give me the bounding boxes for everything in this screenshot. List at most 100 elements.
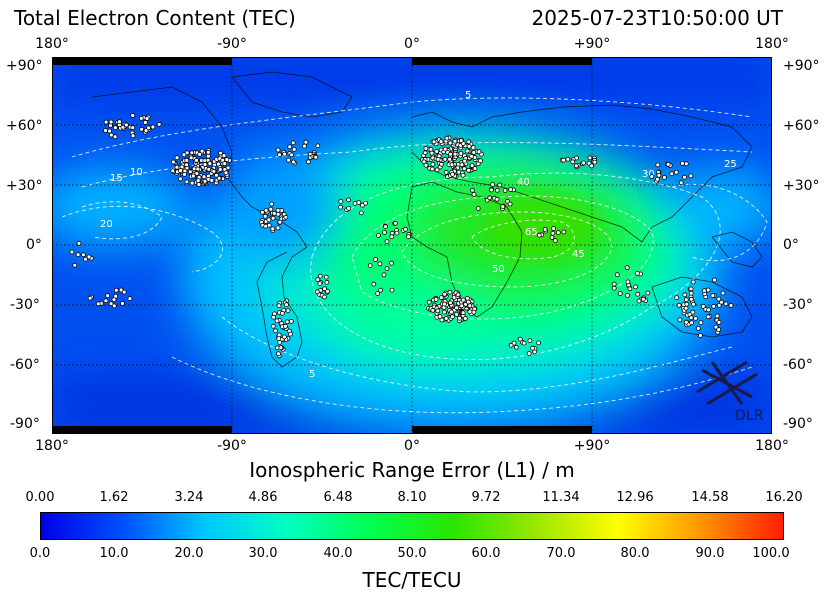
- station-marker: [469, 187, 475, 193]
- station-marker: [561, 157, 567, 163]
- station-marker: [195, 166, 201, 172]
- station-marker: [617, 291, 623, 296]
- station-marker: [439, 317, 445, 323]
- station-marker: [421, 159, 427, 165]
- station-marker: [698, 320, 704, 326]
- station-marker: [283, 302, 289, 308]
- station-marker: [389, 287, 395, 293]
- range-error-tick: 1.62: [99, 490, 129, 505]
- station-marker: [466, 139, 472, 145]
- station-marker: [517, 336, 523, 342]
- station-marker: [266, 217, 272, 223]
- station-marker: [377, 261, 383, 267]
- station-marker: [211, 168, 217, 174]
- station-marker: [121, 289, 127, 295]
- station-marker: [207, 161, 213, 166]
- station-marker: [214, 172, 219, 178]
- station-marker: [444, 135, 450, 141]
- station-marker: [455, 292, 461, 298]
- station-marker: [269, 201, 275, 207]
- station-marker: [363, 200, 369, 206]
- station-marker: [103, 298, 109, 304]
- station-marker: [476, 149, 482, 155]
- station-marker: [194, 171, 200, 176]
- station-marker: [457, 315, 462, 321]
- graticule: [52, 57, 772, 434]
- station-marker: [656, 172, 662, 178]
- station-marker: [201, 174, 207, 180]
- station-marker: [286, 157, 292, 163]
- station-marker: [442, 291, 448, 297]
- station-marker: [669, 171, 675, 177]
- timestamp: 2025-07-23T10:50:00 UT: [531, 6, 783, 30]
- station-marker: [550, 230, 556, 236]
- range-error-label: Ionospheric Range Error (L1) / m: [249, 458, 575, 482]
- station-marker: [277, 219, 283, 225]
- contour-label: 50: [492, 264, 505, 275]
- station-marker: [275, 211, 281, 217]
- station-marker: [429, 166, 435, 172]
- station-marker: [170, 159, 176, 165]
- station-marker: [565, 156, 571, 162]
- lon-tick-bottom: 0°: [404, 438, 420, 454]
- station-marker: [324, 279, 330, 285]
- station-marker: [217, 167, 223, 172]
- station-marker: [447, 300, 453, 306]
- station-marker: [303, 139, 309, 145]
- station-marker: [688, 315, 694, 321]
- lat-tick-left: +30°: [6, 178, 43, 194]
- station-marker: [275, 351, 281, 357]
- station-marker: [108, 301, 114, 307]
- station-marker: [223, 170, 229, 176]
- station-marker: [174, 164, 180, 170]
- gnss-stations: [69, 113, 734, 359]
- colorbar-tick: 100.0: [752, 546, 790, 561]
- lon-tick-top: -90°: [217, 36, 247, 52]
- station-marker: [695, 325, 701, 331]
- station-marker: [688, 173, 694, 179]
- station-marker: [688, 296, 694, 302]
- station-marker: [587, 155, 593, 161]
- station-marker: [75, 252, 81, 258]
- station-marker: [352, 200, 358, 206]
- station-marker: [381, 272, 387, 278]
- station-marker: [683, 319, 689, 325]
- station-marker: [461, 166, 467, 172]
- station-marker: [221, 153, 227, 158]
- lon-tick-bottom: +90°: [573, 438, 611, 454]
- station-marker: [373, 257, 379, 262]
- station-marker: [285, 308, 291, 314]
- station-marker: [592, 159, 598, 165]
- station-marker: [288, 331, 293, 337]
- colorbar-label: TEC/TECU: [362, 568, 462, 592]
- station-marker: [466, 144, 472, 149]
- station-marker: [438, 139, 444, 144]
- station-marker: [452, 138, 458, 144]
- lon-tick-top: 180°: [755, 36, 789, 52]
- contour-label: 15: [110, 173, 123, 184]
- map-edge-strip: [412, 426, 592, 434]
- station-marker: [434, 167, 440, 173]
- station-marker: [690, 279, 696, 285]
- station-marker: [358, 210, 364, 216]
- station-marker: [283, 214, 289, 220]
- station-marker: [194, 158, 199, 163]
- station-marker: [120, 301, 125, 306]
- station-marker: [635, 270, 640, 276]
- colorbar-tick: 20.0: [174, 546, 204, 561]
- station-marker: [317, 281, 323, 287]
- station-marker: [291, 147, 297, 152]
- colorbar-tick: 0.0: [29, 546, 51, 561]
- station-marker: [700, 303, 706, 309]
- station-marker: [462, 158, 468, 164]
- colorbar-tick: 80.0: [620, 546, 650, 561]
- station-marker: [224, 157, 230, 162]
- station-marker: [108, 132, 114, 138]
- contour-label: 10: [130, 167, 143, 178]
- station-marker: [561, 229, 567, 235]
- station-marker: [684, 301, 690, 307]
- colorbar-tick: 90.0: [695, 546, 725, 561]
- station-marker: [716, 327, 722, 333]
- station-marker: [188, 155, 194, 161]
- station-marker: [714, 313, 720, 319]
